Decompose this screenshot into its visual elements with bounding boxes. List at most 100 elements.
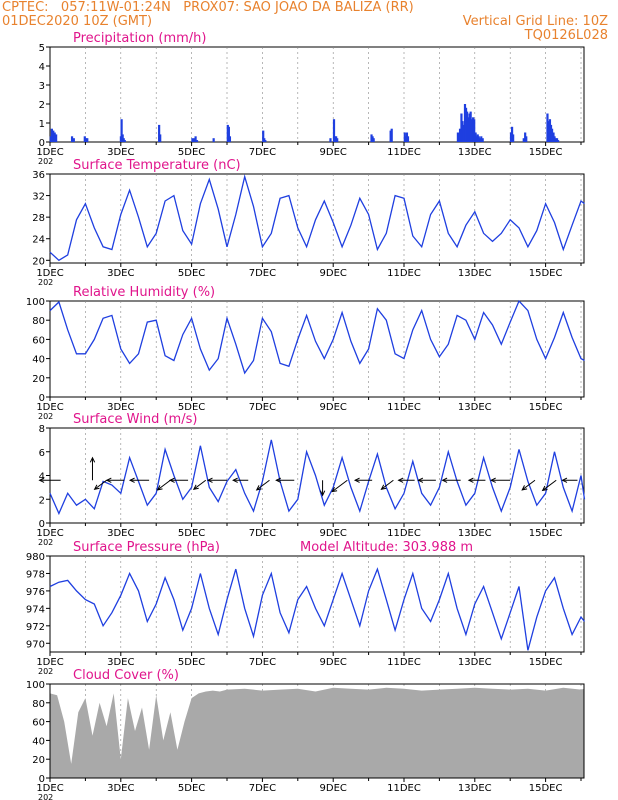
wind-arrow-head xyxy=(331,486,338,493)
x-tick-label: 11DEC xyxy=(387,783,421,794)
x-year-label: 202 xyxy=(38,667,53,676)
x-tick-label: 15DEC xyxy=(529,657,563,668)
x-tick-label: 7DEC xyxy=(249,147,276,158)
wind-arrow-head xyxy=(441,477,448,483)
x-tick-label: 9DEC xyxy=(320,783,347,794)
x-tick-label: 9DEC xyxy=(320,268,347,279)
wind-arrow-head xyxy=(105,477,112,483)
wind-arrow-head xyxy=(541,485,548,492)
wind-arrow xyxy=(381,479,394,490)
x-tick-label: 1DEC xyxy=(36,657,63,668)
y-tick-label: 100 xyxy=(26,297,45,308)
x-tick-label: 3DEC xyxy=(107,147,134,158)
panel-frame xyxy=(49,46,585,143)
precip-bar xyxy=(50,128,53,142)
precip-bar xyxy=(120,119,123,142)
header-line1: CPTEC: 057:11W-01:24N PROX07: SAO JOAO D… xyxy=(2,0,414,15)
y-tick-label: 2 xyxy=(39,495,45,506)
precip-bar xyxy=(462,124,465,142)
precip-bar xyxy=(70,136,74,142)
wind-arrow-head xyxy=(353,477,360,483)
cloud-area xyxy=(50,687,585,778)
x-tick-label: 7DEC xyxy=(249,783,276,794)
precip-bar xyxy=(336,138,339,142)
panel-0 xyxy=(46,46,585,146)
x-tick-label: 11DEC xyxy=(387,657,421,668)
x-tick-label: 11DEC xyxy=(387,147,421,158)
precip-bar xyxy=(473,119,476,142)
x-year-label: 202 xyxy=(38,412,53,421)
precip-bar xyxy=(547,121,550,142)
header-grid-note: Vertical Grid Line: 10Z xyxy=(462,14,608,29)
precip-bar xyxy=(72,138,75,142)
series-line xyxy=(49,439,586,516)
precip-bar xyxy=(52,130,55,142)
y-tick-label: 60 xyxy=(32,335,45,346)
precip-bar xyxy=(212,138,215,142)
precip-bar xyxy=(477,136,480,142)
series-line xyxy=(49,174,585,262)
precip-bar xyxy=(86,138,89,142)
precip-bar xyxy=(194,136,197,142)
wind-arrow-head xyxy=(128,477,135,483)
y-tick-label: 974 xyxy=(26,604,45,615)
x-tick-label: 15DEC xyxy=(529,528,563,539)
panel-title: Surface Wind (m/s) xyxy=(73,412,197,427)
y-tick-label: 36 xyxy=(32,170,45,181)
x-tick-label: 9DEC xyxy=(320,402,347,413)
x-tick-label: 7DEC xyxy=(249,657,276,668)
panel-title: Cloud Cover (%) xyxy=(73,668,179,683)
x-tick-label: 3DEC xyxy=(107,402,134,413)
y-tick-label: 972 xyxy=(26,622,45,633)
header-run-id: TQ0126L028 xyxy=(524,28,608,43)
precip-bar xyxy=(481,138,484,142)
x-tick-label: 15DEC xyxy=(529,783,563,794)
precip-bar xyxy=(522,138,525,142)
precip-bar xyxy=(55,134,58,142)
y-tick-label: 0 xyxy=(39,393,45,404)
x-tick-label: 3DEC xyxy=(107,528,134,539)
model-altitude: Model Altitude: 303.988 m xyxy=(300,540,473,555)
wind-arrow-head xyxy=(192,484,199,490)
x-tick-label: 11DEC xyxy=(387,268,421,279)
x-tick-label: 15DEC xyxy=(529,147,563,158)
precip-bar xyxy=(466,111,469,142)
x-year-label: 202 xyxy=(38,278,53,287)
y-tick-label: 0 xyxy=(39,519,45,530)
header-date: 01DEC2020 10Z (GMT) xyxy=(2,14,153,29)
x-tick-label: 1DEC xyxy=(36,268,63,279)
y-tick-label: 0 xyxy=(39,774,45,785)
precip-bar xyxy=(512,134,515,142)
precip-bar xyxy=(480,136,483,142)
x-tick-label: 5DEC xyxy=(178,147,205,158)
y-tick-label: 24 xyxy=(32,235,45,246)
x-tick-label: 11DEC xyxy=(387,402,421,413)
precip-bar xyxy=(158,124,161,142)
x-tick-label: 9DEC xyxy=(320,147,347,158)
x-year-label: 202 xyxy=(38,538,53,547)
wind-arrow xyxy=(256,479,270,491)
x-tick-label: 13DEC xyxy=(458,268,492,279)
precip-bar xyxy=(332,119,336,142)
x-tick-label: 1DEC xyxy=(36,402,63,413)
precip-bar xyxy=(53,132,56,142)
x-tick-label: 9DEC xyxy=(320,657,347,668)
x-tick-label: 1DEC xyxy=(36,783,63,794)
precip-bar xyxy=(554,138,557,142)
precip-bar xyxy=(329,138,332,142)
y-tick-label: 20 xyxy=(32,755,45,766)
precip-bar xyxy=(123,140,126,142)
wind-arrow-head xyxy=(521,485,528,491)
precip-bar xyxy=(262,130,265,142)
wind-arrow-head xyxy=(490,477,496,483)
panel-frame xyxy=(49,555,585,653)
wind-arrow-head xyxy=(417,477,424,483)
x-tick-label: 9DEC xyxy=(320,528,347,539)
x-tick-label: 3DEC xyxy=(107,268,134,279)
wind-arrow-head xyxy=(397,477,404,483)
wind-arrow-head xyxy=(89,456,96,463)
y-tick-label: 980 xyxy=(26,552,45,563)
y-tick-label: 4 xyxy=(39,472,45,483)
x-tick-label: 1DEC xyxy=(36,528,63,539)
panel-title: Precipitation (mm/h) xyxy=(73,31,206,46)
